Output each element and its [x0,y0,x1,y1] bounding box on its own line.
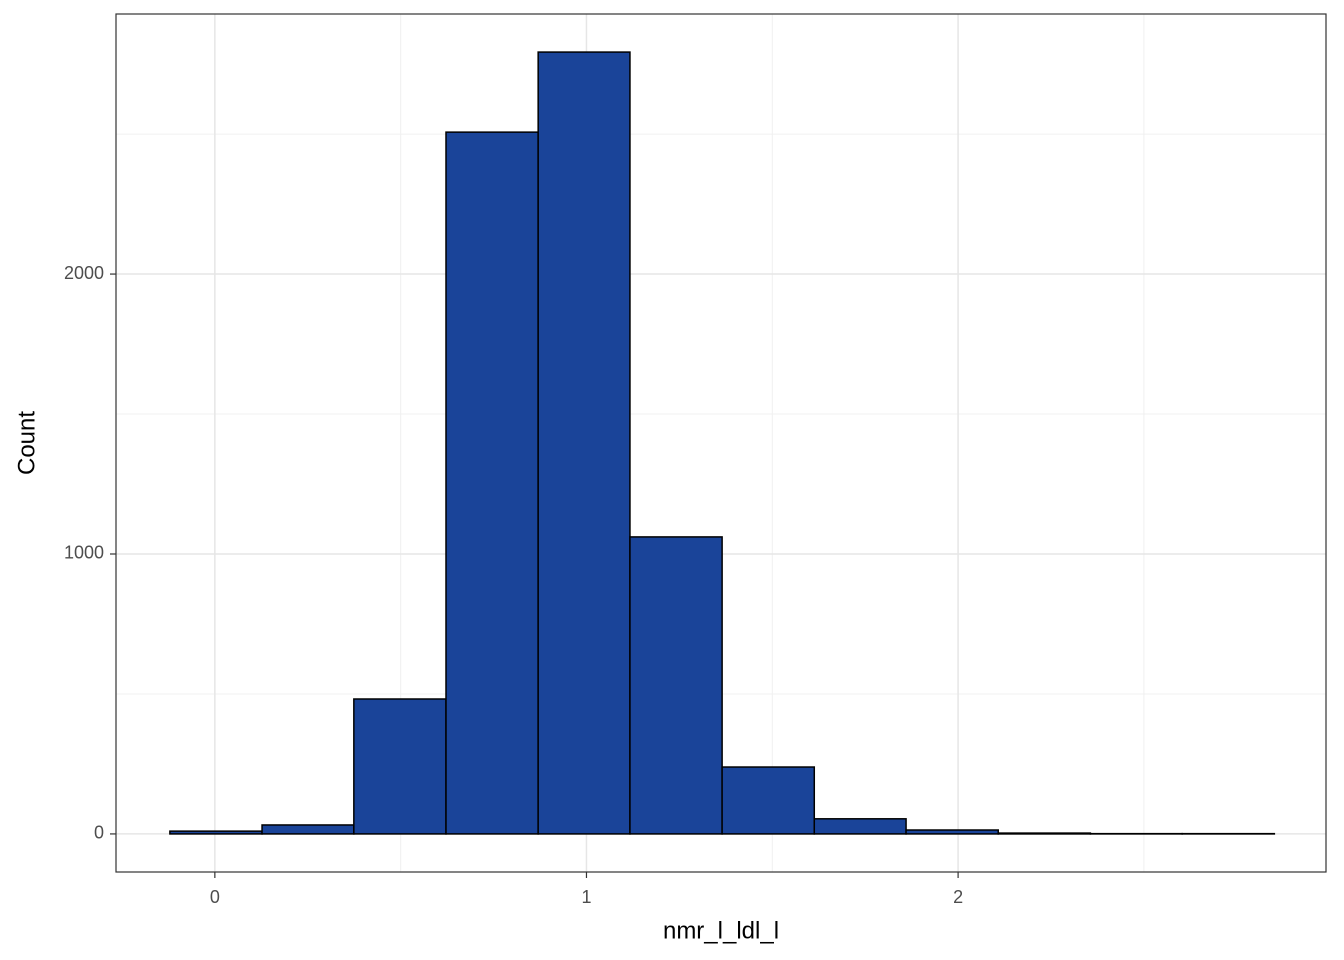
bar [445,131,539,835]
x-tick-label: 2 [953,887,963,907]
bar [261,824,355,835]
x-axis-label: nmr_l_ldl_l [663,917,779,944]
x-tick-label: 1 [581,887,591,907]
bar [721,766,816,835]
bar [905,829,999,835]
x-tick-label: 0 [210,887,220,907]
bar [169,830,263,835]
plot-border [115,13,1327,873]
y-axis-label: Count [13,411,40,475]
y-tick-label: 2000 [64,263,104,283]
bar [537,51,631,835]
y-tick-label: 1000 [64,543,104,563]
bar [629,536,723,835]
bar [997,832,1092,835]
bar [353,698,447,835]
bar [813,818,907,835]
y-tick-label: 0 [94,823,104,843]
